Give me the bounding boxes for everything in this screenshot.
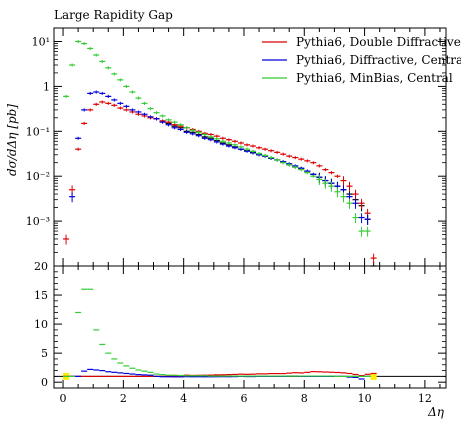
main-y-tick-label: 10⁻³ <box>26 215 50 228</box>
ratio-y-tick-label: 20 <box>34 260 48 273</box>
x-axis-label: Δη <box>427 405 445 419</box>
y-axis-label: dσ/dΔη [pb] <box>5 104 19 176</box>
ratio-y-tick-label: 10 <box>34 318 48 331</box>
x-tick-label: 10 <box>358 392 372 405</box>
x-tick-label: 2 <box>120 392 127 405</box>
main-x-ticks <box>62 28 441 266</box>
ratio-x-ticks: 0 2 4 6 8 10 12 <box>60 266 441 405</box>
x-tick-label: 4 <box>180 392 187 405</box>
ratio-y-ticks: 0 5 10 15 20 <box>34 260 446 389</box>
ratio-y-tick-label: 5 <box>41 347 48 360</box>
main-y-tick-label: 10⁻¹ <box>26 125 50 138</box>
main-y-tick-label: 10⁻² <box>26 170 50 183</box>
x-tick-label: 6 <box>240 392 247 405</box>
main-y-tick-label: 10¹ <box>32 36 50 49</box>
main-data <box>63 40 377 267</box>
ratio-y-tick-label: 15 <box>34 289 48 302</box>
ratio-data <box>54 288 446 380</box>
chart-title: Large Rapidity Gap <box>54 8 173 22</box>
main-y-tick-label: 1 <box>43 80 50 93</box>
ratio-uncertainty-band <box>370 372 377 380</box>
x-tick-label: 0 <box>60 392 67 405</box>
x-tick-label: 8 <box>301 392 308 405</box>
main-y-ticks: 10⁻³ 10⁻² 10⁻¹ 1 10¹ <box>26 27 446 253</box>
ratio-y-tick-label: 0 <box>41 376 48 389</box>
legend-label-double-diffractive: Pythia6, Double Diffractive <box>296 35 461 49</box>
legend-label-minbias-central: Pythia6, MinBias, Central <box>296 71 453 85</box>
legend: Pythia6, Double Diffractive Pythia6, Dif… <box>262 35 461 85</box>
x-tick-label: 12 <box>418 392 432 405</box>
ratio-plot-frame <box>53 265 447 389</box>
ratio-panel: 0 5 10 15 20 0 2 4 6 8 10 12 Δη <box>34 260 447 419</box>
legend-label-diffractive-central: Pythia6, Diffractive, Central <box>296 53 461 67</box>
main-panel: 10⁻³ 10⁻² 10⁻¹ 1 10¹ dσ/dΔη [pb] Pythia6, Do… <box>5 27 461 267</box>
